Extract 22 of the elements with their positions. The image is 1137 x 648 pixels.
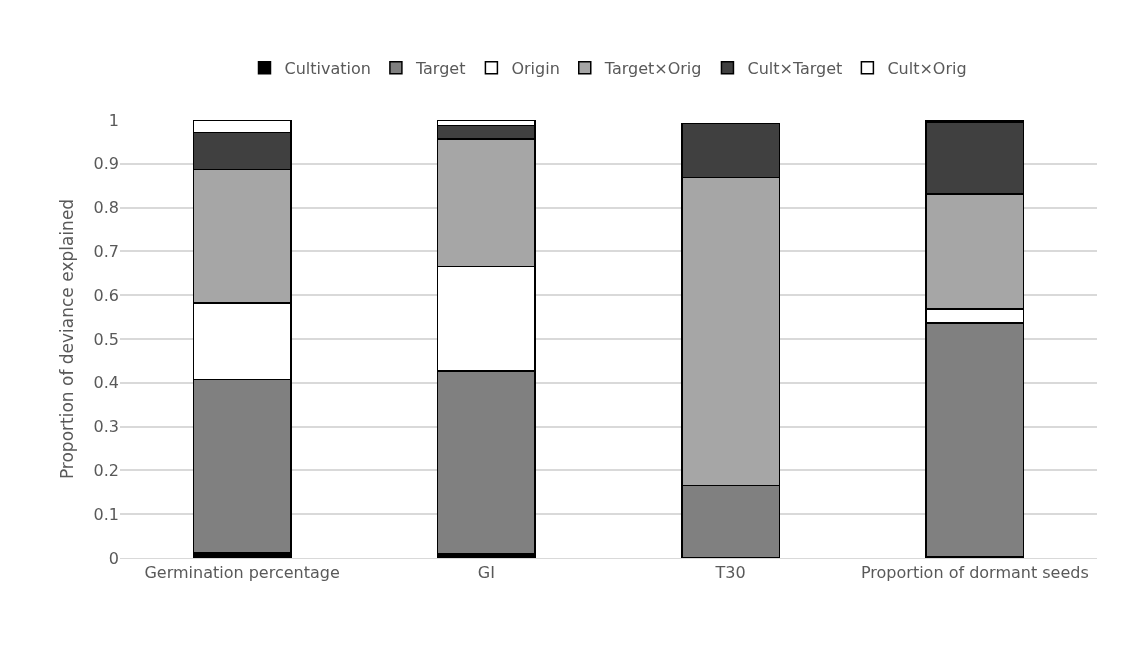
legend-label: Cult×Orig [887,59,967,79]
legend-label: Cultivation [284,59,371,79]
y-axis-title: Proportion of deviance explained [57,198,78,480]
legend-label: Origin [511,59,560,79]
y-tick-label: 0.4 [93,373,119,393]
x-tick-label: T30 [714,563,746,583]
x-tick-label: Germination percentage [144,563,340,583]
y-tick-label: 0.5 [93,329,119,349]
y-tick-label: 0.7 [93,242,119,261]
y-tick-label: 0.8 [93,198,119,218]
y-tick-label: 0.3 [93,417,119,437]
legend-label: Target [414,59,466,79]
y-tick-label: 1 [108,110,119,130]
y-tick-label: 0.6 [93,285,119,305]
legend-label: Target×Orig [603,59,702,79]
legend-label: Cult×Target [747,59,843,79]
x-tick-label: Proportion of dormant seeds [860,563,1089,583]
x-tick-label: GI [477,563,495,583]
y-tick-label: 0.9 [93,154,119,174]
y-tick-label: 0.2 [93,461,119,480]
y-tick-label: 0 [108,548,119,568]
y-tick-label: 0.1 [93,504,119,524]
